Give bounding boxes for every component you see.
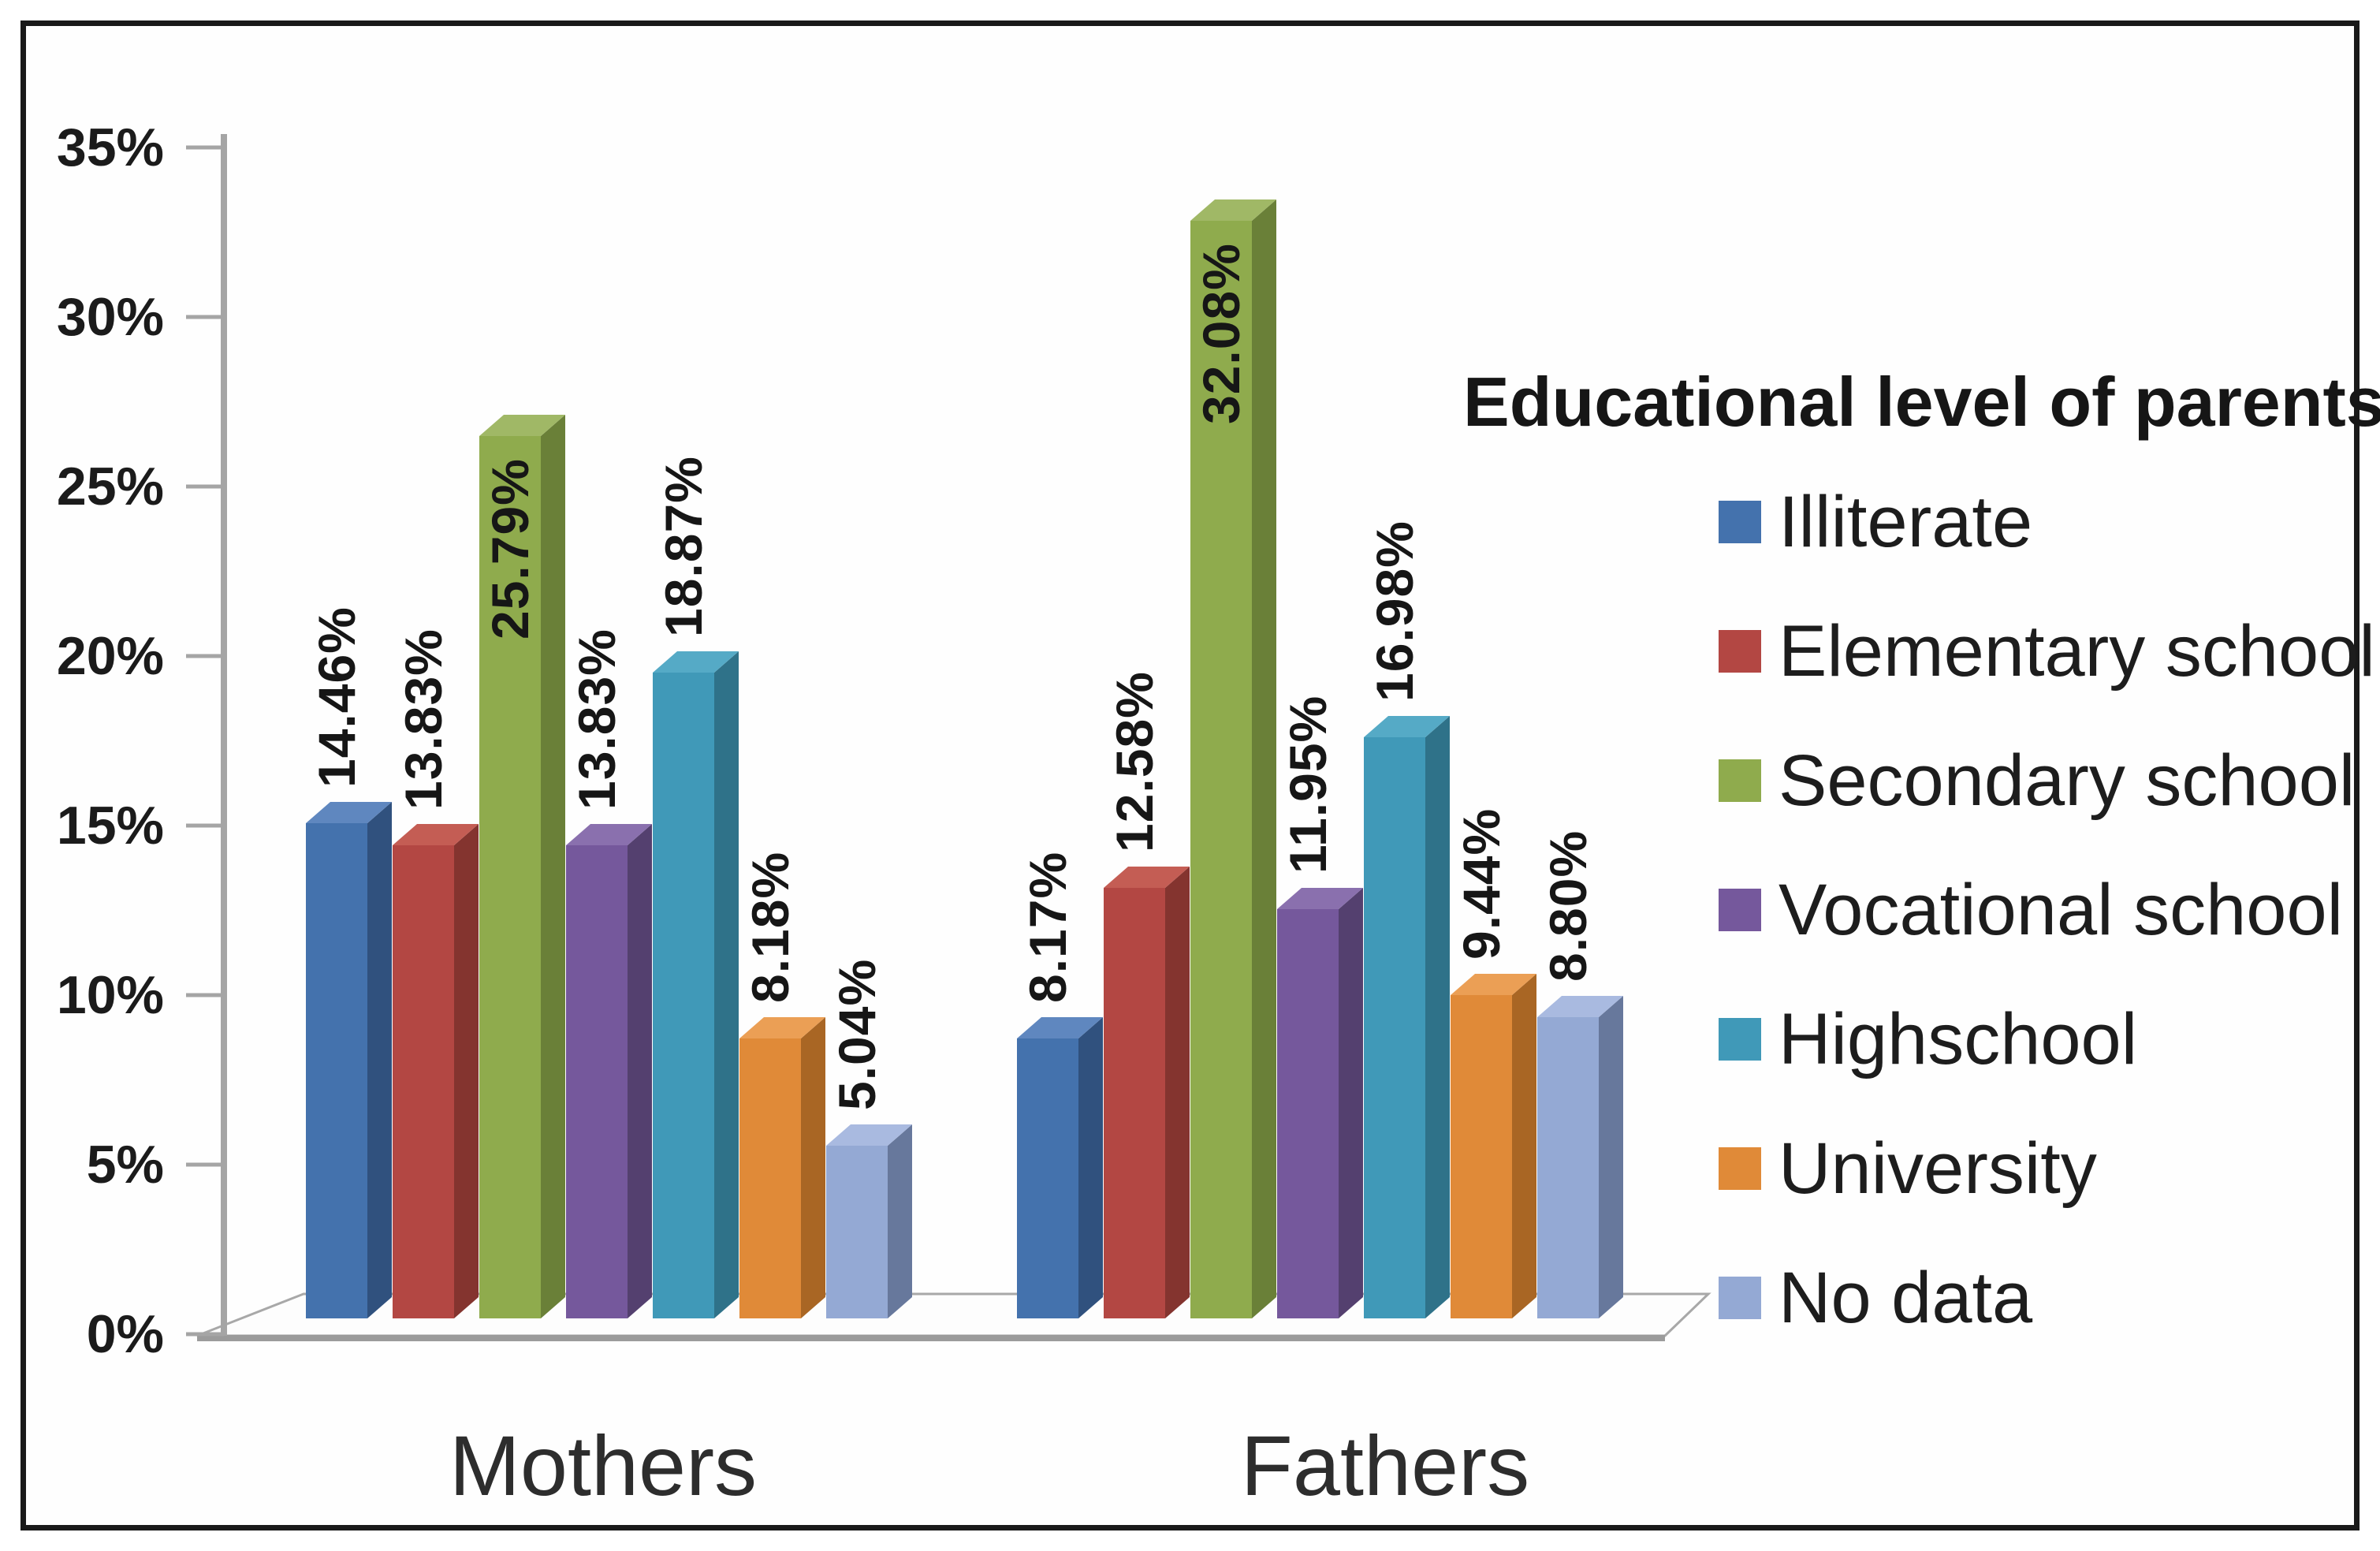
bar-side-face	[888, 1124, 912, 1318]
x-axis-category-fathers: Fathers	[1240, 1418, 1530, 1513]
y-axis-ticks	[186, 145, 224, 1337]
legend-swatch-icon	[1719, 759, 1761, 802]
bar-front-fathers-illiterate	[1017, 1038, 1078, 1318]
bar-side-face	[1339, 888, 1363, 1318]
data-label-fathers-highschool: 16.98%	[1365, 520, 1424, 703]
data-label-fathers-vocational-school: 11.95%	[1279, 695, 1337, 874]
y-axis-label-35%: 35%	[56, 117, 164, 177]
legend-label: Illiterate	[1778, 482, 2033, 562]
bar-front-fathers-vocational-school	[1277, 909, 1339, 1318]
bar-front-fathers-no-data	[1537, 1017, 1599, 1318]
bar-side-face	[367, 802, 392, 1318]
legend-label: Vocational school	[1778, 870, 2344, 950]
bar-side-face	[714, 651, 739, 1318]
bar-front-mothers-university	[739, 1038, 801, 1318]
data-label-fathers-no-data: 8.80%	[1539, 830, 1597, 982]
data-label-mothers-elementary-school: 13.83%	[394, 628, 453, 810]
y-axis-label-0%: 0%	[86, 1304, 164, 1364]
bar-front-mothers-no-data	[826, 1146, 888, 1318]
legend-label: No data	[1778, 1258, 2033, 1338]
bar-side-face	[801, 1016, 825, 1318]
bar-side-face	[1512, 974, 1536, 1318]
y-axis-label-25%: 25%	[56, 457, 164, 516]
data-label-fathers-elementary-school: 12.58%	[1105, 671, 1164, 853]
data-label-fathers-secondary-school: 32.08%	[1192, 242, 1250, 424]
data-label-mothers-university: 8.18%	[741, 851, 799, 1003]
data-label-fathers-university: 9.44%	[1452, 808, 1510, 960]
bar-front-fathers-university	[1451, 995, 1512, 1318]
data-label-mothers-highschool: 18.87%	[654, 456, 713, 638]
bar-side-face	[1252, 199, 1276, 1318]
bar-front-mothers-secondary-school	[479, 435, 541, 1318]
bar-side-face	[1078, 1017, 1103, 1318]
data-label-mothers-no-data: 5.04%	[828, 959, 886, 1111]
x-axis-category-mothers: Mothers	[449, 1418, 758, 1513]
legend-label: Secondary school	[1778, 740, 2356, 821]
bar-front-fathers-secondary-school	[1190, 220, 1252, 1318]
data-label-mothers-illiterate: 14.46%	[307, 606, 366, 789]
data-label-fathers-illiterate: 8.17%	[1019, 852, 1077, 1004]
bar-front-mothers-elementary-school	[393, 844, 454, 1318]
data-label-mothers-secondary-school: 25.79%	[481, 457, 539, 639]
bar-side-face	[1599, 996, 1623, 1318]
legend-label: University	[1778, 1128, 2097, 1209]
bar-side-face	[1425, 716, 1450, 1318]
bar-side-face	[1165, 867, 1190, 1318]
legend-swatch-icon	[1719, 889, 1761, 931]
bar-front-fathers-elementary-school	[1104, 888, 1165, 1318]
bar-front-mothers-highschool	[653, 673, 714, 1318]
y-axis-label-20%: 20%	[56, 626, 164, 686]
y-axis-label-5%: 5%	[86, 1135, 164, 1195]
bar-side-face	[541, 414, 565, 1318]
legend-label: Elementary school	[1778, 611, 2375, 692]
y-axis-label-30%: 30%	[56, 287, 164, 347]
y-axis-label-15%: 15%	[56, 796, 164, 856]
bar-side-face	[628, 823, 652, 1318]
bar-front-mothers-vocational-school	[566, 844, 628, 1318]
legend-title: Educational level of parents	[1463, 363, 2380, 441]
bar-side-face	[454, 823, 479, 1318]
legend-label: Highschool	[1778, 999, 2138, 1079]
legend-swatch-icon	[1719, 1147, 1761, 1190]
legend-swatch-icon	[1719, 1277, 1761, 1319]
bar-front-mothers-illiterate	[306, 823, 367, 1318]
y-axis-label-10%: 10%	[56, 965, 164, 1025]
bar-front-fathers-highschool	[1364, 737, 1425, 1318]
legend-swatch-icon	[1719, 501, 1761, 543]
legend-swatch-icon	[1719, 630, 1761, 673]
data-label-mothers-vocational-school: 13.83%	[568, 628, 626, 810]
legend-swatch-icon	[1719, 1018, 1761, 1061]
